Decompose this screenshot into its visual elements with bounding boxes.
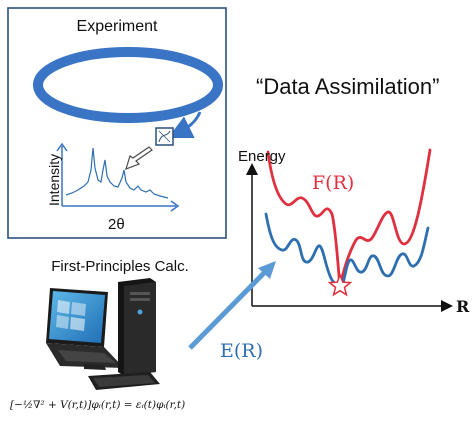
detector-icon bbox=[155, 127, 174, 146]
calc-to-landscape-arrow bbox=[188, 269, 268, 350]
data-assimilation-title: “Data Assimilation” bbox=[256, 74, 440, 99]
energy-curve-label: E(R) bbox=[220, 340, 264, 362]
two-theta-axis-label: 2θ bbox=[108, 216, 125, 233]
ring-to-detector-arrow bbox=[167, 111, 202, 139]
calc-arrowhead-icon bbox=[258, 261, 276, 279]
laptop-icon bbox=[46, 288, 124, 370]
r-axis-label: R bbox=[456, 297, 470, 316]
free-energy-label: F(R) bbox=[312, 172, 355, 194]
intensity-axis-label: Intensity bbox=[46, 153, 62, 206]
energy-axis-label: Energy bbox=[238, 148, 286, 165]
schrodinger-equation: [−½∇² + V(r,t)]φᵢ(r,t) = εᵢ(t)φᵢ(r,t) bbox=[10, 399, 186, 411]
tower-icon bbox=[118, 278, 156, 376]
spectrum-axes bbox=[56, 142, 180, 212]
keyboard-icon bbox=[88, 372, 160, 390]
free-energy-curve bbox=[266, 148, 432, 287]
diffraction-ring bbox=[33, 47, 223, 123]
experiment-title: Experiment bbox=[76, 18, 158, 35]
first-principles-title: First-Principles Calc. bbox=[51, 258, 189, 275]
energy-curve bbox=[264, 212, 430, 290]
minimum-star-icon bbox=[327, 272, 353, 297]
hollow-arrow-icon bbox=[125, 146, 153, 171]
spectrum-curve bbox=[65, 147, 169, 199]
